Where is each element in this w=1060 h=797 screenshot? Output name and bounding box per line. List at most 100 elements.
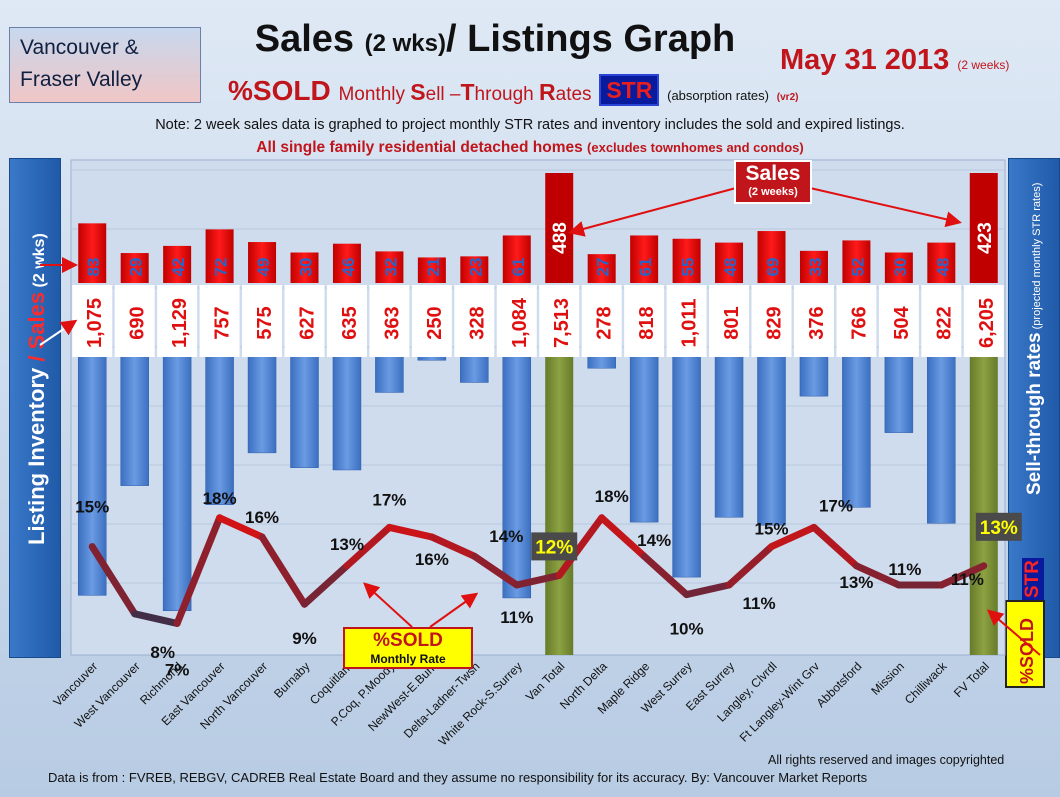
chart-title: Sales (2 wks)/ Listings Graph: [0, 18, 990, 61]
sales-value-label: 29: [127, 258, 146, 277]
sales-bar: [715, 242, 744, 283]
sold-line-segment: [216, 514, 266, 541]
sold-line-segment: [385, 523, 436, 541]
sales-bar: [163, 245, 192, 283]
category-label: Ft Langley-Wint Grv: [737, 659, 822, 744]
inventory-label-box: [454, 285, 495, 357]
total-sold-box: [975, 512, 1022, 541]
sales-value-label: 49: [254, 258, 273, 277]
inventory-value-label: 504: [891, 305, 913, 339]
inventory-value-label: 1,011: [679, 299, 701, 348]
date-small: (2 weeks): [957, 58, 1010, 72]
sold-value-label: 13%: [980, 518, 1018, 539]
inventory-label-box: [836, 285, 877, 357]
inventory-label-box: [72, 285, 113, 357]
note-line-2: All single family residential detached h…: [0, 139, 1060, 157]
sold-line-segment: [428, 533, 478, 560]
inventory-axis-arrow: [39, 319, 78, 346]
sold-arrow-right: [429, 592, 479, 628]
sold-value-label: 18%: [595, 487, 629, 506]
subtitle-absorption: (absorption rates): [667, 88, 769, 103]
inventory-value-label: 363: [381, 306, 403, 339]
inventory-value-label: 801: [721, 306, 743, 339]
sales-value-label: 423: [975, 222, 996, 254]
sold-line-segment: [173, 514, 224, 627]
sales-value-label: 46: [339, 258, 358, 277]
sales-bar: [417, 257, 446, 283]
subtitle-s: S: [410, 79, 426, 105]
sales-value-label: 42: [169, 258, 188, 277]
sales-value-label: 23: [466, 258, 485, 277]
sales-value-label: 21: [424, 258, 443, 277]
source-footer: Data is from : FVREB, REBGV, CADREB Real…: [48, 770, 868, 785]
title-sales: Sales: [254, 18, 355, 60]
sold-line-segment: [555, 514, 606, 579]
sold-line-segment: [640, 552, 691, 599]
sales-bar: [799, 250, 828, 283]
sold-value-label: 14%: [489, 527, 523, 546]
sales-value-label: 488: [550, 222, 571, 254]
inventory-label-box: [199, 285, 240, 357]
sales-bar: [969, 173, 998, 283]
category-label: White Rock-S.Surrey: [436, 659, 525, 748]
str-badge: STR: [599, 74, 660, 106]
inventory-label-box: [326, 285, 367, 357]
inventory-value-label: 690: [127, 306, 149, 339]
inventory-label-box: [539, 285, 580, 357]
sales-bar: [587, 254, 616, 283]
sold-value-label: 16%: [245, 508, 279, 527]
sales-arrow-right: [809, 187, 962, 228]
sold-value-label: 13%: [330, 535, 364, 554]
sales-value-label: 52: [848, 258, 867, 277]
sold-line-segment: [513, 571, 563, 589]
inventory-label-box: [411, 285, 452, 357]
inventory-value-label: 6,205: [976, 298, 998, 348]
sales-value-label: 30: [297, 258, 316, 277]
sold-value-label: 11%: [888, 560, 921, 579]
sold-line-layer: 15% 8%7% 18% 16% 9% 13% 17% 16% 14% 11% 12% 18% 14% 1…: [75, 487, 1022, 679]
sales-bar: [460, 256, 489, 283]
inventory-label-box: [242, 285, 283, 357]
note2-small: (excludes townhomes and condos): [587, 140, 804, 155]
sold-monthly-callout: %SOLD Monthly Rate: [343, 627, 473, 669]
category-label: Chilliwack: [902, 659, 950, 707]
sales-value-label: 27: [594, 258, 613, 277]
sales-bar: [290, 252, 319, 283]
sales-value-label: 32: [381, 258, 400, 277]
sold-value-label: 17%: [372, 490, 406, 509]
inventory-label-box: [878, 285, 919, 357]
note-line: Note: 2 week sales data is graphed to pr…: [155, 117, 905, 133]
category-label: Abbotsford: [814, 659, 865, 710]
sold-line-segment: [725, 543, 775, 589]
sales-bar: [205, 229, 234, 283]
sales-callout-title: Sales: [745, 162, 801, 185]
sales-value-label: 30: [891, 258, 910, 277]
region-line-2: Fraser Valley: [20, 68, 143, 91]
inventory-label-box: [709, 285, 750, 357]
report-date: May 31 2013 (2 weeks): [780, 44, 1009, 77]
sold-value-label: 14%: [637, 531, 671, 550]
sold-value-label: 11%: [742, 594, 775, 613]
sales-arrow-left: [568, 187, 737, 237]
sales-value-label: 48: [933, 258, 952, 277]
subtitle-ell: ell –: [425, 84, 461, 105]
category-label: Delta-Ladner-Twsn: [401, 659, 483, 741]
inventory-value-label: 1,084: [509, 297, 531, 348]
inventory-label-box: [624, 285, 665, 357]
inventory-value-label: 328: [466, 306, 488, 339]
sold-line-segment: [768, 523, 818, 551]
inventory-label-box: [157, 285, 198, 357]
sold-line-segment: [937, 562, 988, 589]
chart-subtitle: %SOLD Monthly Sell –Through Rates STR (a…: [228, 74, 798, 107]
sold-line-segment: [131, 610, 181, 627]
sales-value-label: 33: [806, 258, 825, 277]
inventory-label-box: [369, 285, 410, 357]
inventory-label-box: [284, 285, 325, 357]
inventory-label-box: [963, 285, 1004, 357]
sales-bar: [884, 252, 913, 283]
sales-bar: [630, 235, 659, 283]
sold-value-label: 11%: [500, 608, 533, 627]
inventory-label-box: [496, 285, 537, 357]
sales-bar: [757, 231, 786, 283]
category-label: Van Total: [523, 659, 568, 704]
